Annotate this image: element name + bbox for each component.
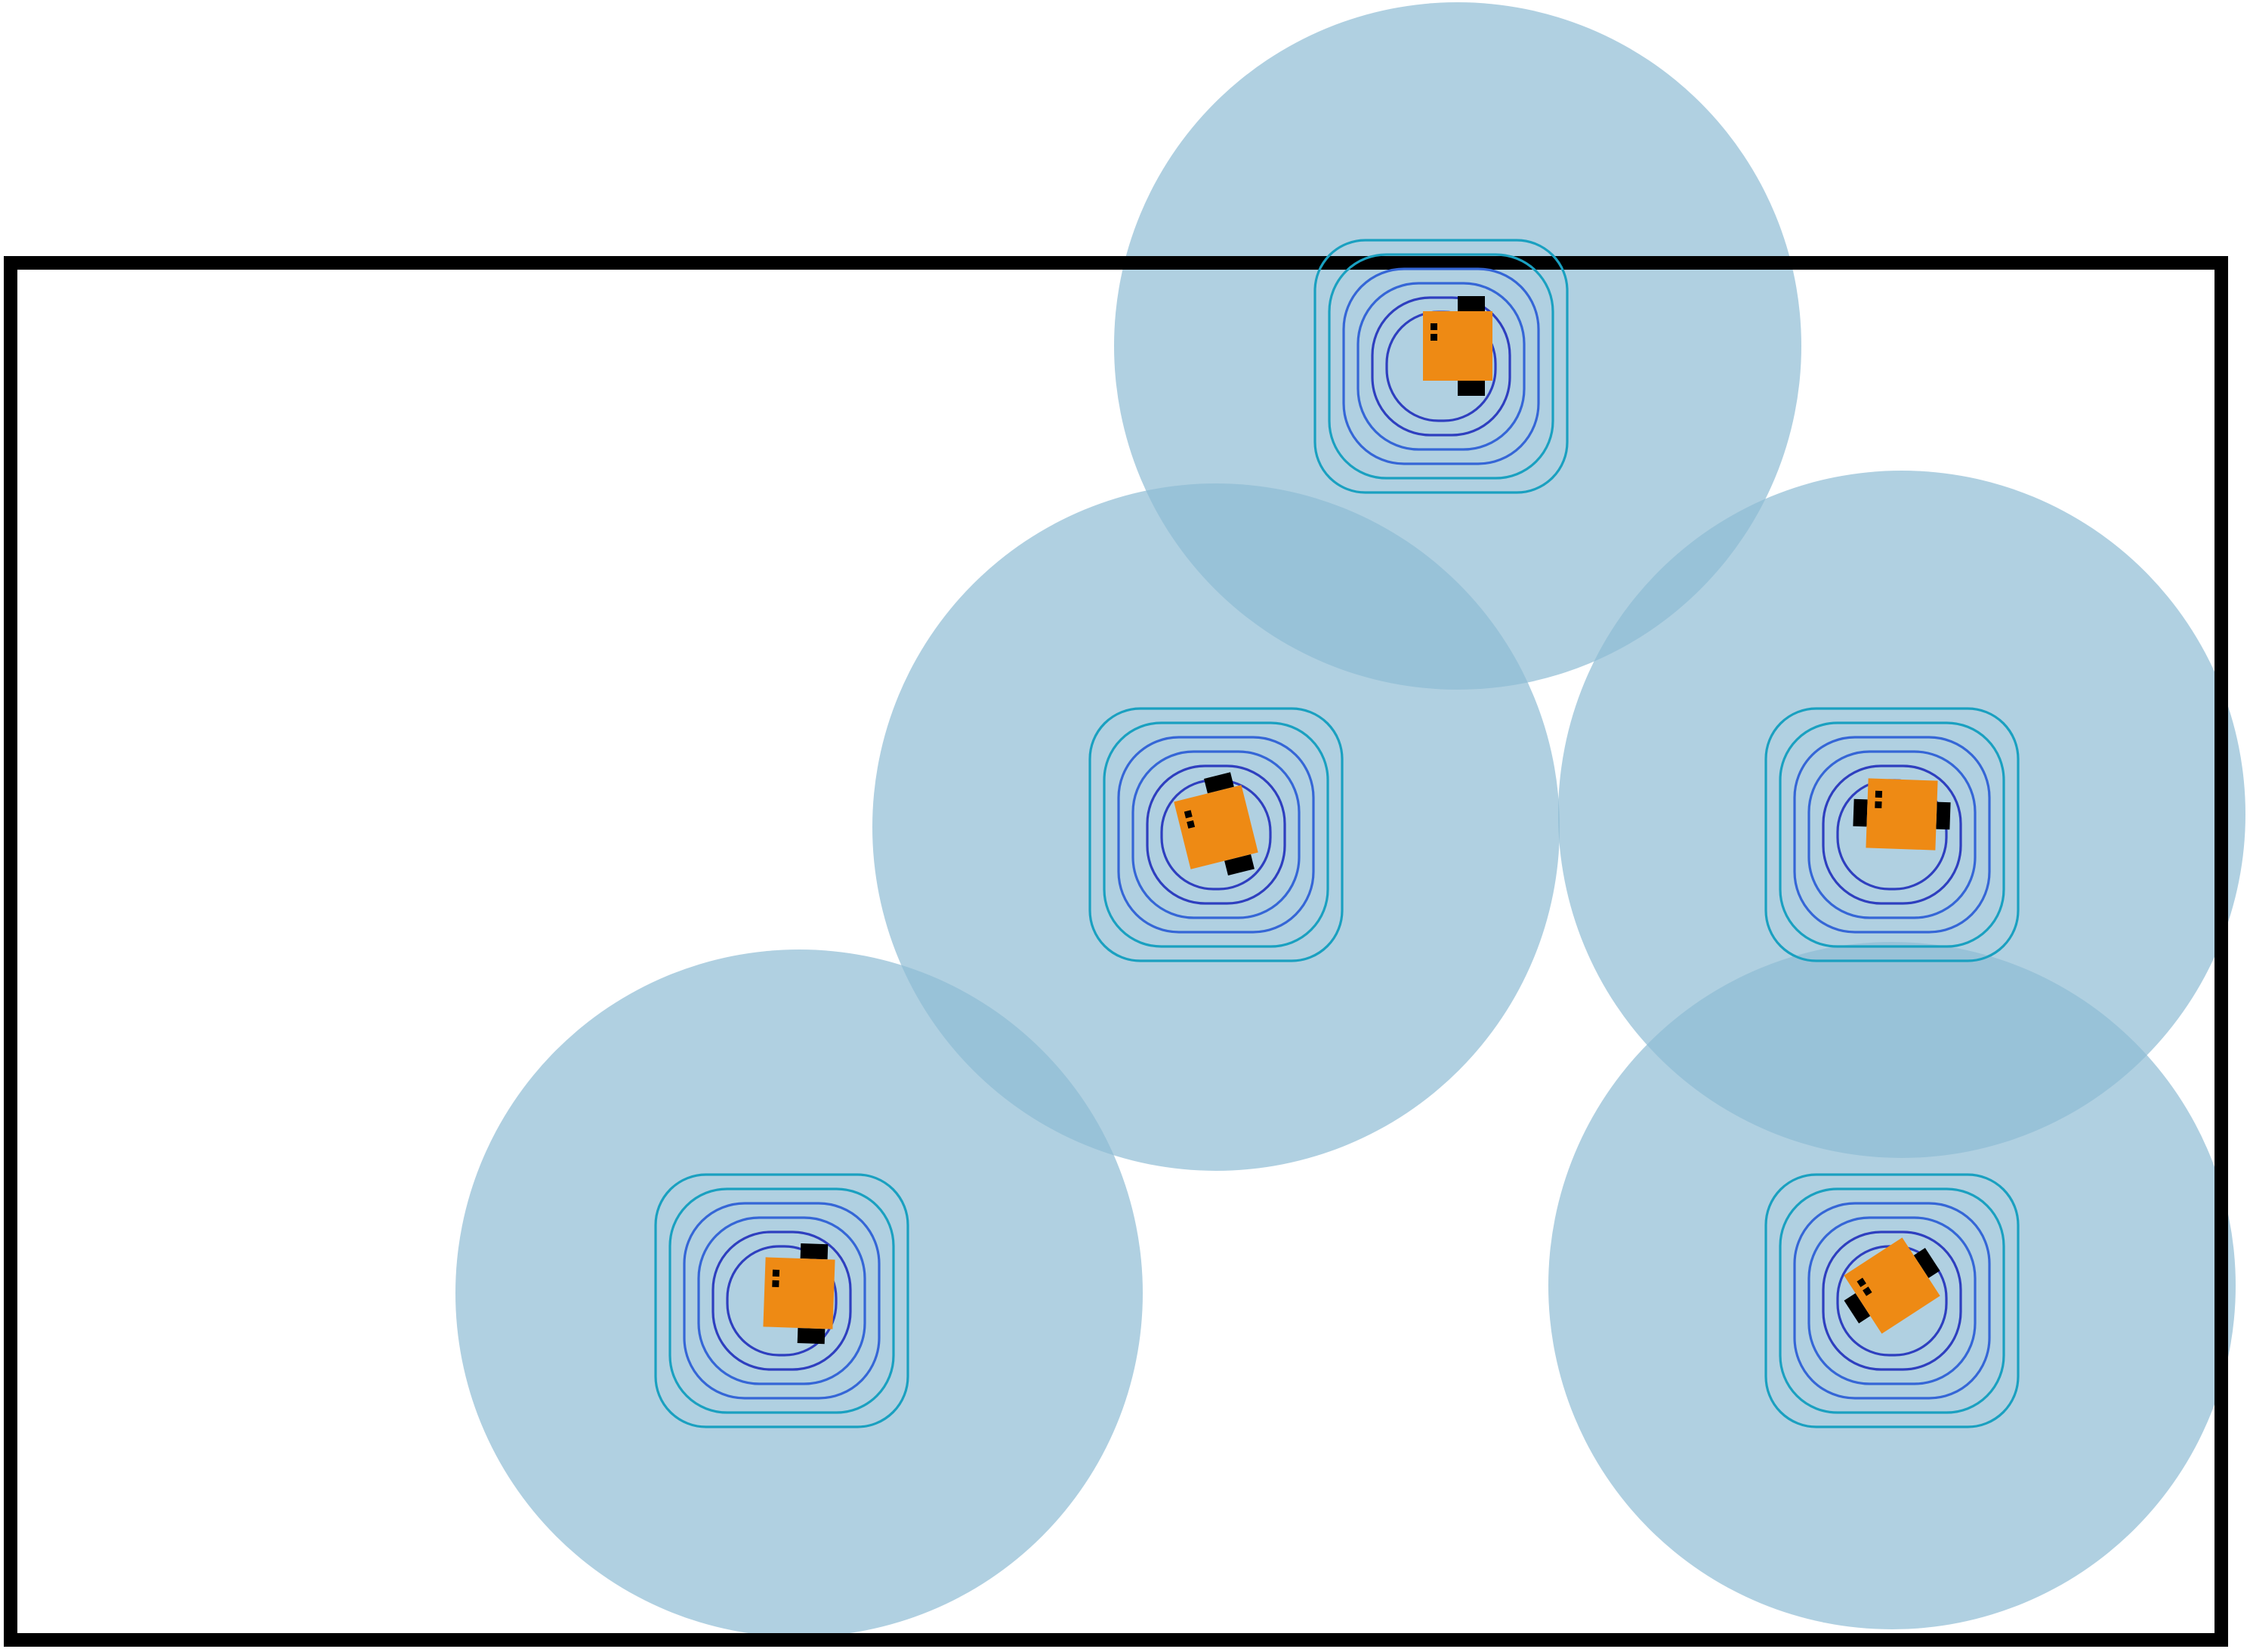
contour-line (1779, 1187, 2005, 1414)
contour-line (668, 1187, 895, 1414)
contour-line (711, 1231, 852, 1371)
robot-body (1866, 778, 1938, 851)
robot-wheel (1458, 296, 1485, 311)
robot-wheel (1224, 854, 1255, 876)
robot-marker (1856, 1277, 1866, 1287)
contour-line (654, 1173, 909, 1428)
contour-line (1764, 1173, 2020, 1428)
robot-marker (1875, 790, 1883, 798)
contour-line (1328, 253, 1554, 480)
contour-group (1764, 1173, 2020, 1428)
arena-border (4, 256, 2228, 1647)
robot-wheel (1458, 381, 1485, 396)
contour-line (1088, 707, 1344, 962)
contour-line (1313, 239, 1569, 494)
robot-4 (763, 1243, 835, 1345)
robot-marker (1431, 334, 1437, 341)
robot-wheel (1844, 1292, 1871, 1323)
contour-line (1822, 764, 1962, 905)
robot-marker (1184, 810, 1193, 819)
robot-marker (1875, 801, 1882, 809)
robot-wheel (800, 1243, 829, 1260)
robot-marker (772, 1269, 780, 1277)
robot-wheel (797, 1327, 826, 1345)
robot-1 (1423, 296, 1492, 396)
robot-2 (1174, 772, 1258, 876)
robot-marker (1863, 1286, 1872, 1296)
robot-body (763, 1257, 835, 1329)
contour-line (697, 1216, 866, 1385)
contour-line (1356, 282, 1526, 451)
robot-wheel (1853, 798, 1868, 827)
robot-body (1844, 1237, 1940, 1334)
contour-line (1764, 707, 2020, 962)
robot-5 (1844, 1237, 1940, 1334)
contour-line (1779, 721, 2005, 948)
robot-body (1423, 311, 1492, 381)
robot-wheel (1913, 1248, 1940, 1279)
contour-line (1117, 736, 1315, 934)
potential-contour-layer (654, 239, 2020, 1428)
robot-wheel (1936, 801, 1951, 830)
robot-marker (1431, 323, 1437, 330)
contour-line (1793, 1202, 1991, 1400)
contour-line (1146, 764, 1286, 905)
contour-line (1793, 736, 1991, 934)
contour-line (1131, 750, 1301, 919)
contour-line (1807, 1216, 1977, 1385)
contour-line (1371, 296, 1511, 437)
contour-line (1103, 721, 1329, 948)
contour-group (654, 1173, 909, 1428)
robot-layer (763, 296, 1951, 1345)
contour-line (1807, 750, 1977, 919)
robot-wheel (1204, 772, 1234, 794)
robot-marker (1187, 820, 1196, 829)
contour-line (1342, 267, 1540, 465)
contour-line (726, 1245, 838, 1357)
contour-line (683, 1202, 881, 1400)
robot-body (1174, 785, 1258, 869)
robot-marker (772, 1280, 779, 1288)
robot-3 (1853, 778, 1951, 851)
contour-line (1822, 1231, 1962, 1371)
